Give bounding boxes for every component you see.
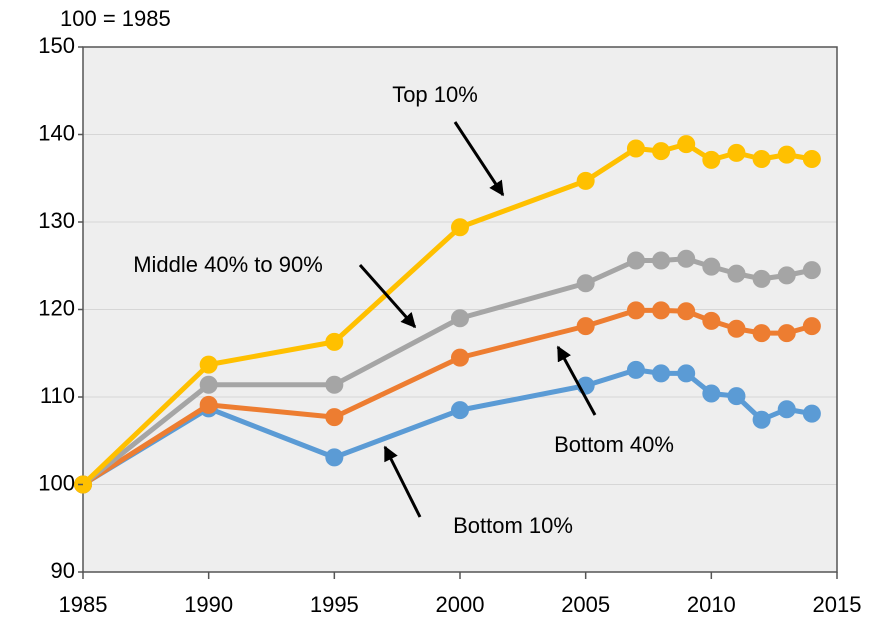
annotation: Bottom 10% xyxy=(453,513,573,538)
data-point xyxy=(199,355,218,374)
x-tick-label: 1995 xyxy=(310,592,359,617)
data-point xyxy=(727,387,746,406)
data-point xyxy=(199,395,218,414)
y-tick-label: 110 xyxy=(40,383,75,408)
data-point xyxy=(752,324,771,343)
data-point xyxy=(802,404,821,423)
arrow xyxy=(358,264,417,329)
y-tick-label: 140 xyxy=(38,120,75,145)
data-point xyxy=(802,317,821,336)
data-point xyxy=(777,324,796,343)
data-point xyxy=(727,319,746,338)
arrow xyxy=(453,121,505,197)
data-point xyxy=(451,401,469,420)
data-point xyxy=(576,317,595,336)
data-point xyxy=(777,400,796,419)
data-point xyxy=(652,364,671,383)
data-point xyxy=(626,301,645,320)
data-point xyxy=(652,142,671,161)
data-point xyxy=(652,251,671,270)
y-tick-label: 120 xyxy=(38,295,75,320)
data-point xyxy=(777,266,796,285)
data-point xyxy=(752,269,771,288)
data-point xyxy=(325,332,344,351)
data-point xyxy=(451,218,469,237)
data-point xyxy=(677,135,696,154)
data-point xyxy=(451,309,469,328)
data-point xyxy=(677,249,696,268)
annotation: Bottom 40% xyxy=(554,432,674,457)
annotation: Middle 40% to 90% xyxy=(133,252,323,277)
annotation: Top 10% xyxy=(392,82,478,107)
data-point xyxy=(702,150,721,169)
data-point xyxy=(451,348,469,367)
data-point xyxy=(727,264,746,283)
y-axis-label: 100 = 1985 xyxy=(60,6,171,31)
data-point xyxy=(802,150,821,168)
data-point xyxy=(626,360,645,379)
x-tick-label: 1990 xyxy=(184,592,233,617)
x-tick-label: 1985 xyxy=(59,592,108,617)
y-tick-label: 130 xyxy=(38,208,75,233)
x-tick-label: 2005 xyxy=(561,592,610,617)
data-point xyxy=(199,375,218,394)
y-tick-label: 150 xyxy=(38,33,75,58)
x-tick-label: 2015 xyxy=(813,592,862,617)
data-point xyxy=(777,145,796,164)
data-point xyxy=(325,375,344,394)
x-tick-label: 2010 xyxy=(687,592,736,617)
data-point xyxy=(802,261,821,280)
data-point xyxy=(652,301,671,320)
data-point xyxy=(752,150,771,168)
data-point xyxy=(727,143,746,162)
data-point xyxy=(677,302,696,321)
data-point xyxy=(325,448,344,467)
data-point xyxy=(626,139,645,158)
data-point xyxy=(702,257,721,276)
data-point xyxy=(702,384,721,403)
data-point xyxy=(325,408,344,427)
arrow xyxy=(383,445,422,518)
data-point xyxy=(626,251,645,270)
y-tick-label: 100 xyxy=(38,470,75,495)
data-point xyxy=(576,274,595,293)
data-point xyxy=(576,171,595,190)
x-tick-label: 2000 xyxy=(436,592,485,617)
data-point xyxy=(752,410,771,429)
arrow xyxy=(556,345,597,416)
data-point xyxy=(677,364,696,383)
data-point xyxy=(702,311,721,330)
y-tick-label: 90 xyxy=(51,558,75,583)
